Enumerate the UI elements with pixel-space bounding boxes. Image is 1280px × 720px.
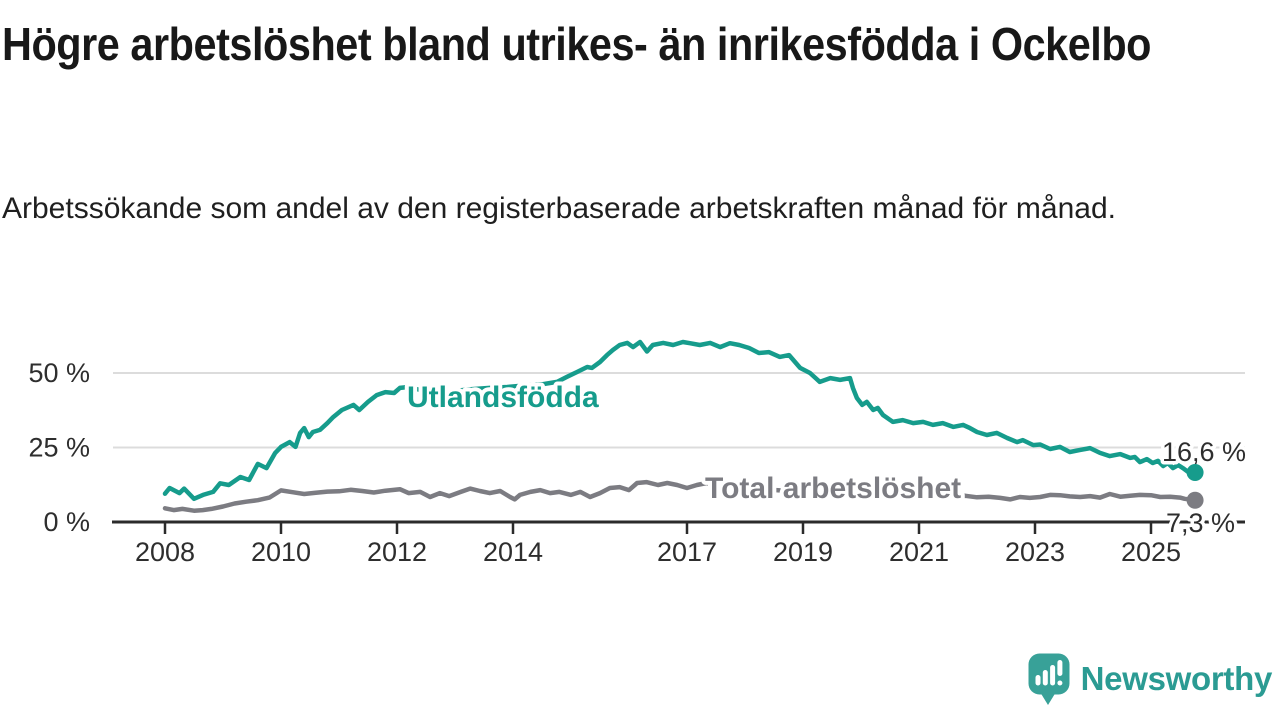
- logo-exclamation-bar: [1057, 660, 1063, 676]
- chart-subtitle: Arbetssökande som andel av den registerb…: [2, 192, 1116, 225]
- end-value-label-utlandsfodda: 16,6 %: [1162, 437, 1246, 467]
- logo-bar-medium: [1042, 670, 1048, 686]
- y-axis-label-25: 25 %: [28, 433, 90, 463]
- series-label-utlandsfodda: Utlandsfödda: [407, 381, 599, 414]
- end-dot-utlandsfodda: [1186, 464, 1204, 482]
- x-axis-label-2021: 2021: [889, 537, 949, 567]
- x-axis-label-2019: 2019: [773, 537, 833, 567]
- series-line-total: [162, 479, 1198, 513]
- x-axis-label-2008: 2008: [135, 537, 195, 567]
- x-axis-label-2012: 2012: [367, 537, 427, 567]
- logo-bar-large: [1049, 665, 1055, 686]
- x-axis-label-2014: 2014: [483, 537, 543, 567]
- newsworthy-logo[interactable]: Newsworthy: [1027, 652, 1272, 706]
- y-axis-label-50: 50 %: [28, 358, 90, 388]
- series-line-utlandsfodda: [162, 339, 1198, 502]
- logo-bar-small: [1035, 675, 1041, 686]
- end-dot-total: [1186, 491, 1204, 509]
- newsworthy-wordmark: Newsworthy: [1080, 660, 1273, 697]
- newsworthy-logo-icon: [1028, 653, 1070, 705]
- logo-exclamation-dot: [1057, 680, 1063, 686]
- x-axis-label-2025: 2025: [1121, 537, 1181, 567]
- series-label-total: Total arbetslöshet: [705, 472, 961, 505]
- y-axis-label-0: 0 %: [43, 507, 90, 537]
- x-axis-label-2017: 2017: [657, 537, 717, 567]
- x-axis-label-2023: 2023: [1005, 537, 1065, 567]
- x-axis-label-2010: 2010: [251, 537, 311, 567]
- end-value-label-total: 7,3 %: [1166, 508, 1235, 538]
- page-title: Högre arbetslöshet bland utrikes- än inr…: [2, 18, 1152, 70]
